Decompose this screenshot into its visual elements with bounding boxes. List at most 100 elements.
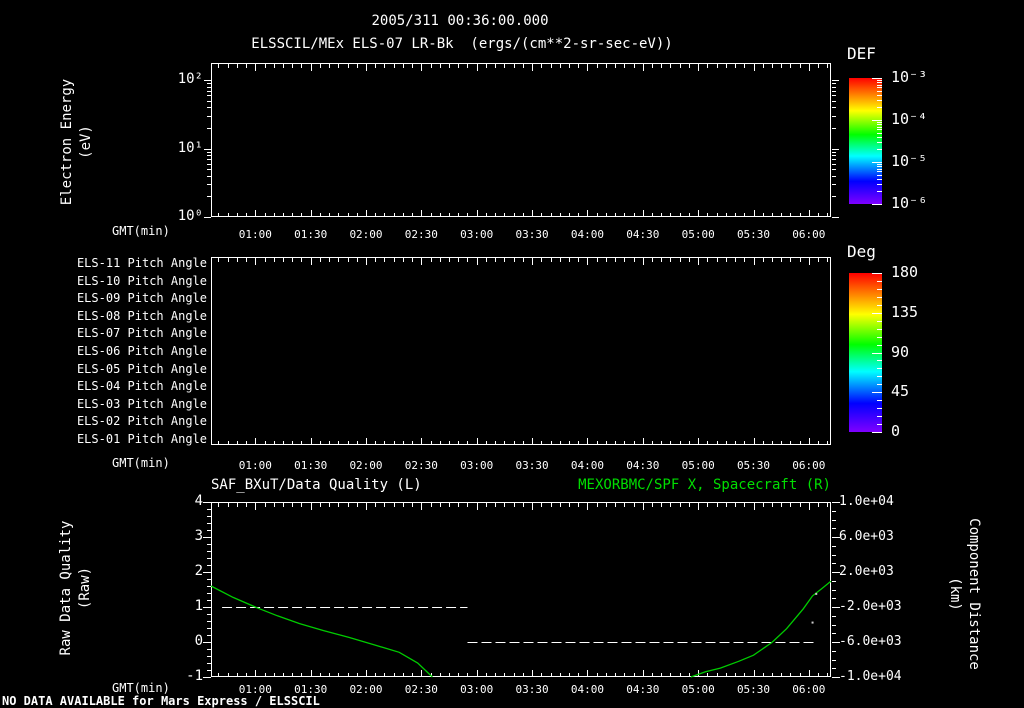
x-tick xyxy=(689,503,690,507)
y-tick-label: -6.0e+03 xyxy=(839,634,902,649)
y-tick-label: 2 xyxy=(194,563,203,579)
x-tick xyxy=(587,258,588,265)
x-tick xyxy=(827,64,828,68)
x-tick xyxy=(458,673,459,677)
x-tick xyxy=(818,673,819,677)
x-tick-label: 02:00 xyxy=(349,459,383,472)
x-tick xyxy=(560,503,561,507)
x-tick xyxy=(670,503,671,507)
x-tick xyxy=(754,438,755,445)
x-tick xyxy=(541,441,542,445)
x-tick xyxy=(255,210,256,217)
x-tick-label: 05:30 xyxy=(736,459,771,472)
energy-spectrogram-panel xyxy=(211,63,831,217)
colorbar-tick-minor xyxy=(877,122,882,123)
colorbar-tick-minor xyxy=(877,305,882,306)
x-tick xyxy=(606,213,607,217)
x-tick xyxy=(523,673,524,677)
x-tick xyxy=(357,64,358,68)
x-tick xyxy=(467,441,468,445)
x-tick xyxy=(301,441,302,445)
x-tick xyxy=(763,64,764,68)
colorbar-tick-minor xyxy=(877,179,882,180)
x-tick xyxy=(384,503,385,507)
x-tick-label: 03:00 xyxy=(460,459,494,472)
pitch-row-label: ELS-01 Pitch Angle xyxy=(76,432,207,446)
x-tick xyxy=(754,670,755,677)
x-tick xyxy=(477,438,478,445)
x-tick-label: 01:00 xyxy=(238,459,272,472)
y-tick xyxy=(832,677,840,678)
x-tick-label: 05:00 xyxy=(681,683,715,696)
y-tick xyxy=(203,677,211,678)
y-tick-minor xyxy=(207,649,211,650)
x-tick xyxy=(809,503,810,510)
pitch-row-label: ELS-06 Pitch Angle xyxy=(76,344,207,358)
x-tick-label: 05:00 xyxy=(681,228,715,241)
x-tick xyxy=(809,258,810,265)
y-tick-minor xyxy=(207,128,211,129)
x-tick xyxy=(237,258,238,262)
x-tick xyxy=(403,673,404,677)
x-tick xyxy=(790,258,791,262)
colorbar-tick-minor xyxy=(877,169,882,170)
x-tick xyxy=(412,64,413,68)
x-tick xyxy=(421,438,422,445)
x-tick xyxy=(726,258,727,262)
x-tick xyxy=(744,258,745,262)
colorbar-tick-minor xyxy=(877,329,882,330)
x-tick xyxy=(532,503,533,510)
y-tick xyxy=(832,80,839,81)
colorbar-tick xyxy=(872,78,882,79)
pitch-row-label: ELS-04 Pitch Angle xyxy=(76,379,207,394)
x-tick xyxy=(274,441,275,445)
colorbar-tick-minor xyxy=(877,166,882,167)
x-tick xyxy=(348,213,349,217)
x-tick xyxy=(495,64,496,68)
x-tick xyxy=(551,503,552,507)
colorbar-tick-minor xyxy=(877,171,882,172)
x-tick xyxy=(311,210,312,217)
x-tick xyxy=(228,258,229,262)
y-tick-label: 10⁰ xyxy=(177,208,203,224)
x-tick xyxy=(634,64,635,68)
x-tick xyxy=(763,258,764,262)
x-tick xyxy=(560,64,561,68)
x-tick xyxy=(403,258,404,262)
x-tick xyxy=(818,213,819,217)
x-tick xyxy=(551,673,552,677)
x-tick xyxy=(790,441,791,445)
x-tick xyxy=(772,258,773,262)
x-tick-label: 03:30 xyxy=(515,683,549,696)
x-tick xyxy=(486,64,487,68)
x-tick xyxy=(781,441,782,445)
x-tick xyxy=(772,213,773,217)
x-tick xyxy=(652,213,653,217)
x-tick xyxy=(394,64,395,68)
x-tick xyxy=(606,673,607,677)
y-tick-minor xyxy=(207,600,211,601)
y-tick-minor xyxy=(832,107,836,108)
x-tick xyxy=(624,441,625,445)
x-tick xyxy=(218,213,219,217)
colorbar-tick-minor xyxy=(877,133,882,134)
x-tick xyxy=(578,673,579,677)
y-tick-minor xyxy=(207,101,211,102)
pitch-row-label: ELS-05 Pitch Angle xyxy=(76,361,207,376)
x-tick xyxy=(523,213,524,217)
x-tick xyxy=(597,441,598,445)
x-tick-label: 05:30 xyxy=(736,683,771,696)
x-tick xyxy=(237,64,238,68)
colorbar-tick-minor xyxy=(877,95,882,96)
x-tick xyxy=(348,441,349,445)
y-tick xyxy=(204,149,211,150)
x-tick xyxy=(394,213,395,217)
x-tick xyxy=(255,503,256,510)
x-tick xyxy=(292,503,293,507)
x-tick xyxy=(412,673,413,677)
x-tick xyxy=(274,258,275,262)
x-tick xyxy=(292,441,293,445)
x-tick-label: 04:00 xyxy=(570,683,604,696)
x-tick xyxy=(403,503,404,507)
x-tick xyxy=(412,258,413,262)
